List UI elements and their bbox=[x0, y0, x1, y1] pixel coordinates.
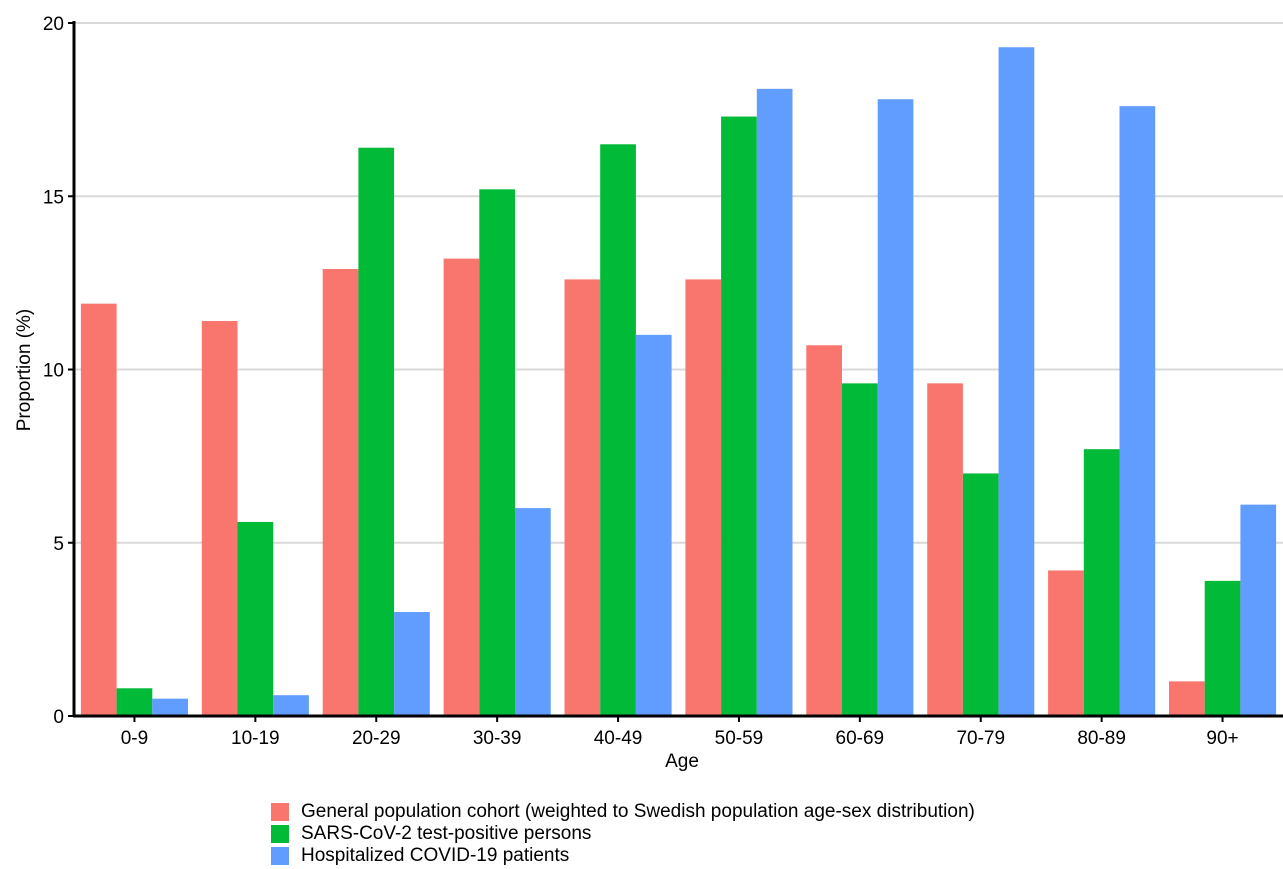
legend-label-test-positive: SARS-CoV-2 test-positive persons bbox=[301, 823, 592, 844]
bar-80-89-series-2 bbox=[1083, 449, 1120, 716]
y-axis-title: Proportion (%) bbox=[14, 309, 35, 432]
bar-80-89-series-3 bbox=[1119, 106, 1156, 716]
bar-chart: 0 5 10 15 20 0-9 10-19 20-29 30-39 40-49 50-59 60-… bbox=[14, 14, 1283, 772]
x-tick-label-50-59: 50-59 bbox=[715, 728, 764, 749]
legend-item-hospitalized: Hospitalized COVID-19 patients bbox=[271, 845, 975, 867]
x-tick-label-30-39: 30-39 bbox=[473, 728, 522, 749]
bar-60-69-series-1 bbox=[806, 345, 842, 716]
bar-80-89-series-1 bbox=[1048, 570, 1084, 716]
y-tick-label-20: 20 bbox=[43, 14, 64, 35]
bar-90plus-series-1 bbox=[1169, 681, 1205, 716]
bar-40-49-series-3 bbox=[635, 334, 672, 716]
x-tick-label-10-19: 10-19 bbox=[231, 728, 280, 749]
bars bbox=[80, 47, 1277, 717]
x-tick-label-40-49: 40-49 bbox=[594, 728, 643, 749]
gridlines bbox=[74, 22, 1283, 544]
x-tick-label-90plus: 90+ bbox=[1206, 728, 1238, 749]
y-tick-label-5: 5 bbox=[53, 534, 64, 555]
bar-10-19-series-1 bbox=[201, 320, 238, 716]
y-tick-label-10: 10 bbox=[43, 361, 64, 382]
y-tick-labels: 0 5 10 15 20 bbox=[43, 14, 64, 728]
bar-10-19-series-2 bbox=[237, 521, 274, 716]
bar-90plus-series-2 bbox=[1204, 580, 1241, 716]
legend: General population cohort (weighted to S… bbox=[271, 801, 975, 867]
bar-70-79-series-3 bbox=[998, 47, 1035, 716]
x-tick-label-20-29: 20-29 bbox=[352, 728, 401, 749]
bar-60-69-series-3 bbox=[877, 99, 914, 717]
legend-swatch-general-population bbox=[271, 803, 289, 821]
legend-label-general-population: General population cohort (weighted to S… bbox=[301, 801, 975, 822]
x-tick-label-60-69: 60-69 bbox=[836, 728, 885, 749]
y-tick-label-0: 0 bbox=[53, 707, 64, 728]
axes bbox=[68, 21, 1283, 722]
bar-40-49-series-2 bbox=[600, 144, 636, 716]
legend-swatch-hospitalized bbox=[271, 847, 289, 865]
bar-20-29-series-1 bbox=[322, 269, 359, 716]
bar-30-39-series-1 bbox=[443, 258, 480, 716]
bar-30-39-series-3 bbox=[515, 508, 551, 716]
bar-50-59-series-3 bbox=[756, 88, 793, 716]
bar-50-59-series-2 bbox=[721, 116, 757, 717]
bar-40-49-series-1 bbox=[564, 279, 601, 716]
x-tick-label-80-89: 80-89 bbox=[1077, 728, 1126, 749]
x-tick-label-70-79: 70-79 bbox=[956, 728, 1005, 749]
bar-50-59-series-1 bbox=[685, 279, 722, 716]
legend-item-general-population: General population cohort (weighted to S… bbox=[271, 801, 975, 823]
bar-0-9-series-1 bbox=[80, 303, 117, 716]
bar-0-9-series-3 bbox=[152, 698, 188, 716]
x-tick-labels: 0-9 10-19 20-29 30-39 40-49 50-59 60-69 70-79 80… bbox=[121, 728, 1239, 749]
bar-0-9-series-2 bbox=[116, 688, 153, 716]
bar-10-19-series-3 bbox=[273, 695, 309, 716]
x-axis-title: Age bbox=[665, 751, 699, 772]
bar-90plus-series-3 bbox=[1240, 504, 1277, 716]
legend-swatch-test-positive bbox=[271, 825, 289, 843]
x-tick-label-0-9: 0-9 bbox=[121, 728, 148, 749]
bar-30-39-series-2 bbox=[479, 189, 515, 716]
bar-70-79-series-2 bbox=[962, 473, 999, 716]
bar-20-29-series-2 bbox=[358, 147, 395, 717]
legend-label-hospitalized: Hospitalized COVID-19 patients bbox=[301, 845, 570, 866]
bar-70-79-series-1 bbox=[927, 383, 963, 716]
bar-20-29-series-3 bbox=[394, 612, 430, 716]
y-tick-label-15: 15 bbox=[43, 187, 64, 208]
bar-60-69-series-2 bbox=[842, 383, 878, 716]
legend-item-test-positive: SARS-CoV-2 test-positive persons bbox=[271, 823, 975, 845]
